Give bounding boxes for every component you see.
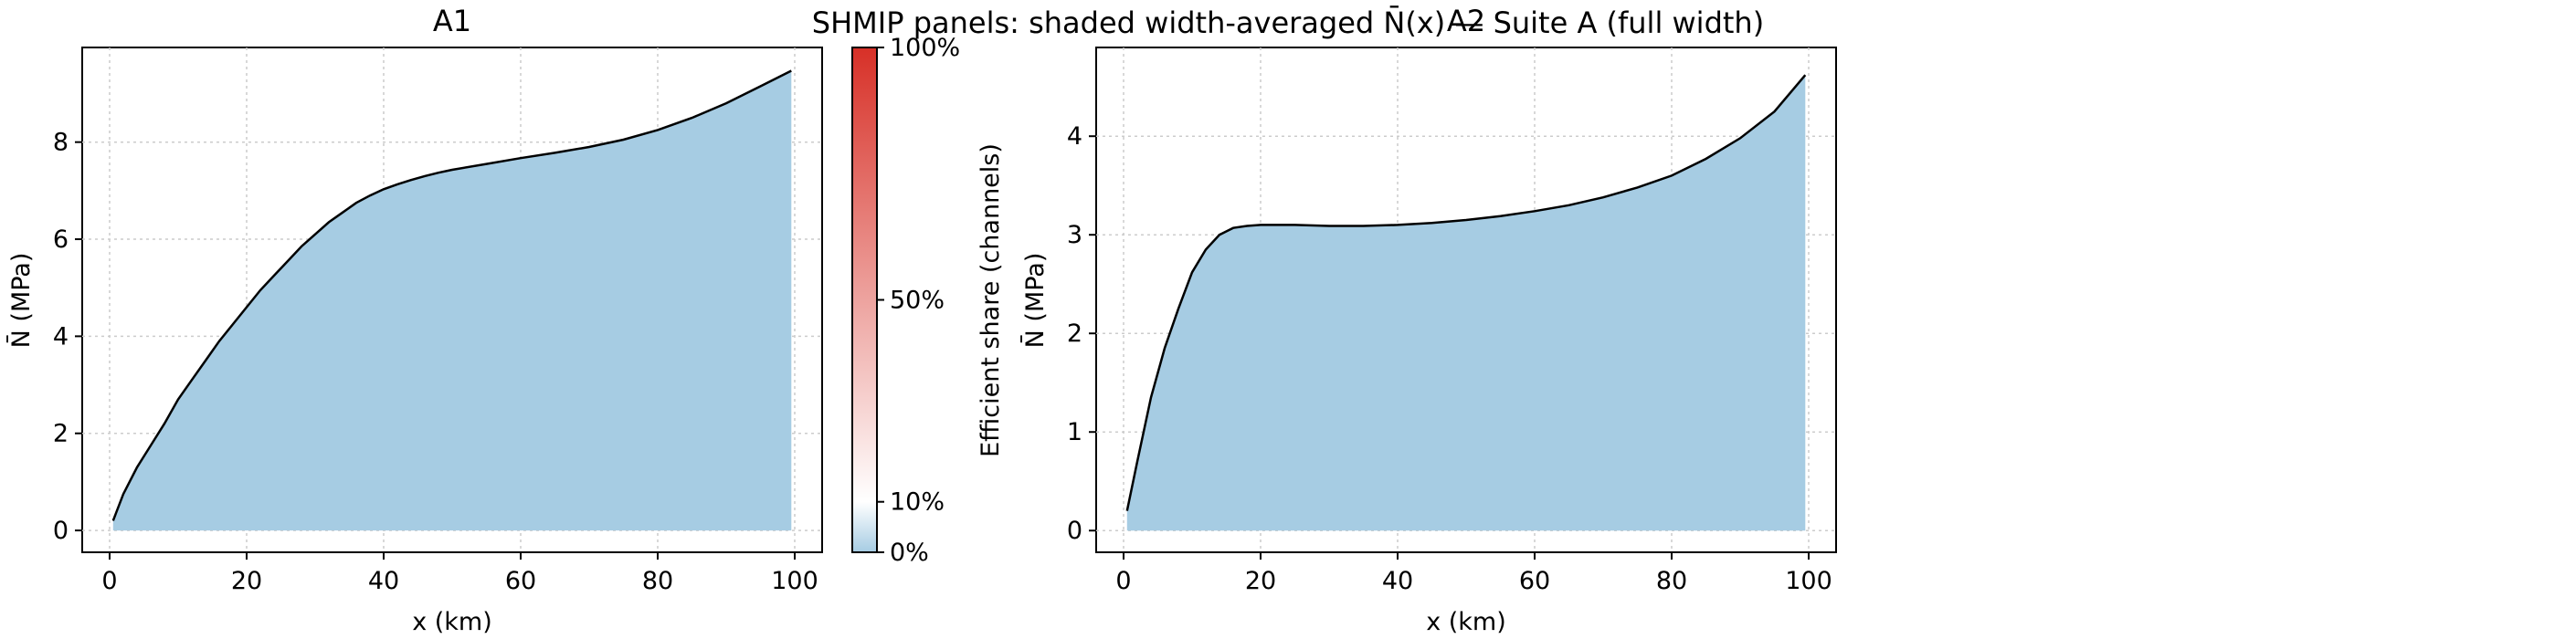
figure-suptitle: SHMIP panels: shaded width-averaged N̄(x… <box>812 5 1764 40</box>
panel-a1-line <box>111 69 792 521</box>
panel-a2-xtick-label: 0 <box>1115 567 1131 595</box>
panel-a2-xtick-label: 100 <box>1785 567 1832 595</box>
panel-a2-ytick-label: 3 <box>1067 221 1082 249</box>
panel-a2-area <box>1126 75 1806 531</box>
panel-a1-frame <box>81 47 823 553</box>
panel-a1-ylabel: N̄ (MPa) <box>6 253 36 349</box>
panel-a2-ticks: 0 20 40 60 80 100 0 1 2 3 4 <box>1067 122 1832 595</box>
colorbar: 0% 10% 50% 100% Efficient share (channels) <box>851 34 1005 567</box>
panel-a1-xtick-label: 80 <box>642 567 673 595</box>
panel-a1-area <box>112 70 792 531</box>
panel-a1-ytick-label: 8 <box>53 129 69 157</box>
panel-a1-ticks: 0 20 40 60 80 100 0 2 4 6 8 <box>53 129 818 595</box>
panel-a1-xtick-label: 60 <box>505 567 536 595</box>
panel-a1-xtick-label: 0 <box>101 567 117 595</box>
panel-a2-xtick-label: 40 <box>1382 567 1413 595</box>
panel-a2-ytick-label: 4 <box>1067 122 1082 151</box>
colorbar-label: Efficient share (channels) <box>977 143 1005 457</box>
panel-a2-xtick-label: 20 <box>1245 567 1276 595</box>
colorbar-tick-label: 10% <box>890 488 945 517</box>
panel-a1: 0 20 40 60 80 100 0 2 4 6 8 A1 x (km) N̄ (MPa) <box>6 4 823 636</box>
panel-a2: 0 20 40 60 80 100 0 1 2 3 4 A2 x (km) N̄ (MPa) <box>1020 4 1837 636</box>
panel-a2-xtick-label: 80 <box>1656 567 1687 595</box>
panel-a1-ytick-label: 4 <box>53 322 69 351</box>
colorbar-tick-label: 100% <box>890 34 960 62</box>
panel-a2-line <box>1125 74 1807 511</box>
panel-a1-ytick-label: 2 <box>53 420 69 448</box>
colorbar-ticks: 0% 10% 50% 100% <box>877 34 960 567</box>
panel-a2-ytick-label: 2 <box>1067 320 1082 348</box>
panel-a1-title: A1 <box>433 4 471 38</box>
panel-a1-xtick-label: 20 <box>231 567 262 595</box>
panel-a2-ytick-label: 1 <box>1067 418 1082 446</box>
panel-a2-ylabel: N̄ (MPa) <box>1020 253 1050 349</box>
panel-a1-xtick-label: 40 <box>368 567 399 595</box>
colorbar-gradient <box>851 47 878 553</box>
panel-a2-xtick-label: 60 <box>1519 567 1550 595</box>
panel-a2-xlabel: x (km) <box>1426 608 1506 636</box>
colorbar-tick-label: 0% <box>890 539 929 567</box>
panel-a2-ytick-label: 0 <box>1067 517 1082 545</box>
colorbar-tick-label: 50% <box>890 287 945 315</box>
panel-a1-ytick-label: 0 <box>53 517 69 545</box>
panel-a1-ytick-label: 6 <box>53 225 69 254</box>
panel-a2-title: A2 <box>1447 4 1485 38</box>
panel-a1-xlabel: x (km) <box>412 608 492 636</box>
panel-a2-frame <box>1095 47 1837 553</box>
panel-a1-xtick-label: 100 <box>771 567 818 595</box>
